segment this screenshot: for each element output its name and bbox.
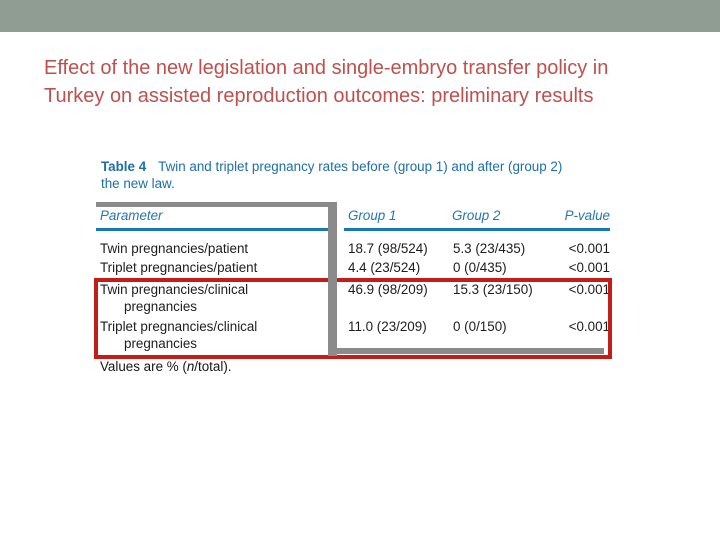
table-figure: Table 4 Twin and triplet pregnancy rates …	[94, 155, 613, 387]
annotation-gray-bar-top	[96, 202, 337, 207]
annotation-gray-bar-bottom	[332, 348, 604, 354]
table-caption-text-line-1: Twin and triplet pregnancy rates before …	[158, 159, 563, 174]
cell-pvalue: <0.001	[568, 241, 610, 256]
column-header-parameter: Parameter	[100, 208, 163, 223]
cell-parameter: Twin pregnancies/clinical	[100, 282, 249, 297]
cell-parameter: Twin pregnancies/patient	[100, 241, 249, 256]
cell-group2: 5.3 (23/435)	[453, 241, 526, 256]
slide-header-bar	[0, 0, 720, 32]
footnote-text: Values are % (	[100, 359, 187, 374]
cell-pvalue: <0.001	[568, 319, 610, 334]
cell-pvalue: <0.001	[568, 260, 610, 275]
footnote-text: /total).	[194, 359, 232, 374]
column-header-group1: Group 1	[348, 208, 397, 223]
slide-title-line-1: Effect of the new legislation and single…	[44, 57, 609, 79]
slide-title-line-2: Turkey on assisted reproduction outcomes…	[44, 85, 594, 107]
cell-group1: 11.0 (23/209)	[348, 319, 427, 334]
column-header-pvalue: P-value	[564, 208, 610, 223]
cell-group2: 15.3 (23/150)	[453, 282, 533, 297]
table-header-rule-right	[344, 228, 610, 231]
cell-parameter-line2: pregnancies	[124, 336, 197, 351]
table-caption-label: Table 4	[101, 159, 147, 174]
cell-group1: 18.7 (98/524)	[348, 241, 428, 256]
cell-group1: 4.4 (23/524)	[348, 260, 421, 275]
column-header-group2: Group 2	[452, 208, 501, 223]
slide-title: Effect of the new legislation and single…	[44, 54, 676, 110]
table-caption: Table 4 Twin and triplet pregnancy rates …	[101, 157, 613, 176]
cell-parameter: Triplet pregnancies/patient	[100, 260, 258, 275]
cell-pvalue: <0.001	[568, 282, 610, 297]
table-header-rule-left	[96, 228, 328, 231]
highlight-red-box	[94, 278, 612, 359]
cell-parameter: Triplet pregnancies/clinical	[100, 319, 258, 334]
annotation-gray-bar-vertical	[328, 202, 337, 356]
table-caption-text-line-2: the new law.	[101, 176, 175, 191]
footnote-italic-n: n	[186, 359, 195, 374]
cell-group2: 0 (0/150)	[453, 319, 507, 334]
cell-group1: 46.9 (98/209)	[348, 282, 428, 297]
cell-group2: 0 (0/435)	[453, 260, 507, 275]
cell-parameter-line2: pregnancies	[124, 299, 197, 314]
table-footnote: Values are % (n/total).	[100, 359, 232, 374]
